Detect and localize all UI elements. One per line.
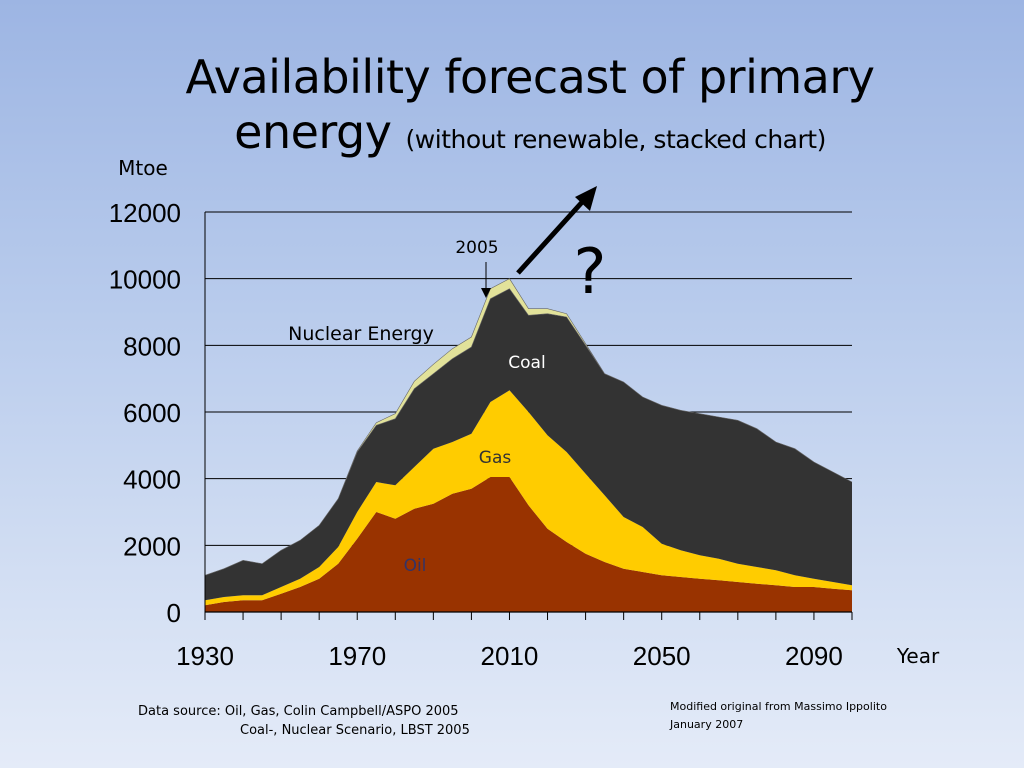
y-tick-label-4000: 4000 — [123, 465, 181, 495]
y-tick-label-8000: 8000 — [123, 331, 181, 361]
x-tick-label-2050: 2050 — [633, 641, 691, 671]
label-nuclear-energy: Nuclear Energy — [288, 323, 434, 345]
x-tick-label-2090: 2090 — [785, 641, 843, 671]
area-series-coal — [205, 288, 852, 601]
data-source-line2: Coal-, Nuclear Scenario, LBST 2005 — [240, 723, 470, 738]
chart-areas — [204, 278, 853, 612]
credit-line1: Modified original from Massimo Ippolito — [670, 700, 887, 713]
trend-arrow-head — [575, 186, 597, 211]
area-series-oil — [205, 477, 852, 612]
label-oil: Oil — [404, 556, 427, 576]
x-tick-label-2010: 2010 — [481, 641, 539, 671]
label-2005: 2005 — [455, 238, 498, 258]
label-gas: Gas — [479, 448, 512, 468]
data-source-line1: Data source: Oil, Gas, Colin Campbell/AS… — [138, 704, 459, 719]
question-mark: ? — [574, 235, 607, 308]
y-tick-label-12000: 12000 — [109, 198, 181, 228]
trend-arrow-shaft — [516, 198, 586, 275]
chart-labels: 0 2000 4000 6000 8000 10000 12000 1930 1970 2010 2… — [109, 156, 940, 671]
y-tick-label-10000: 10000 — [109, 265, 181, 295]
label-coal: Coal — [508, 353, 545, 373]
x-tick-label-1970: 1970 — [328, 641, 386, 671]
slide-title: Availability forecast of primary energy … — [0, 50, 1024, 160]
chart-axes — [204, 212, 853, 620]
x-tick-label-1930: 1930 — [176, 641, 234, 671]
x-axis-title: Year — [896, 644, 940, 668]
area-series-nuclear-energy — [204, 278, 853, 576]
title-line1: Availability forecast of primary — [185, 50, 875, 104]
title-subtitle: (without renewable, stacked chart) — [405, 125, 827, 155]
y-tick-label-6000: 6000 — [123, 398, 181, 428]
arrow-2005-head — [481, 288, 491, 298]
y-tick-label-0: 0 — [167, 598, 181, 628]
credit-line2: January 2007 — [670, 718, 744, 731]
y-tick-label-2000: 2000 — [123, 531, 181, 561]
title-line2: energy — [234, 105, 392, 160]
area-series-gas — [205, 390, 852, 606]
y-axis-title: Mtoe — [118, 156, 168, 180]
